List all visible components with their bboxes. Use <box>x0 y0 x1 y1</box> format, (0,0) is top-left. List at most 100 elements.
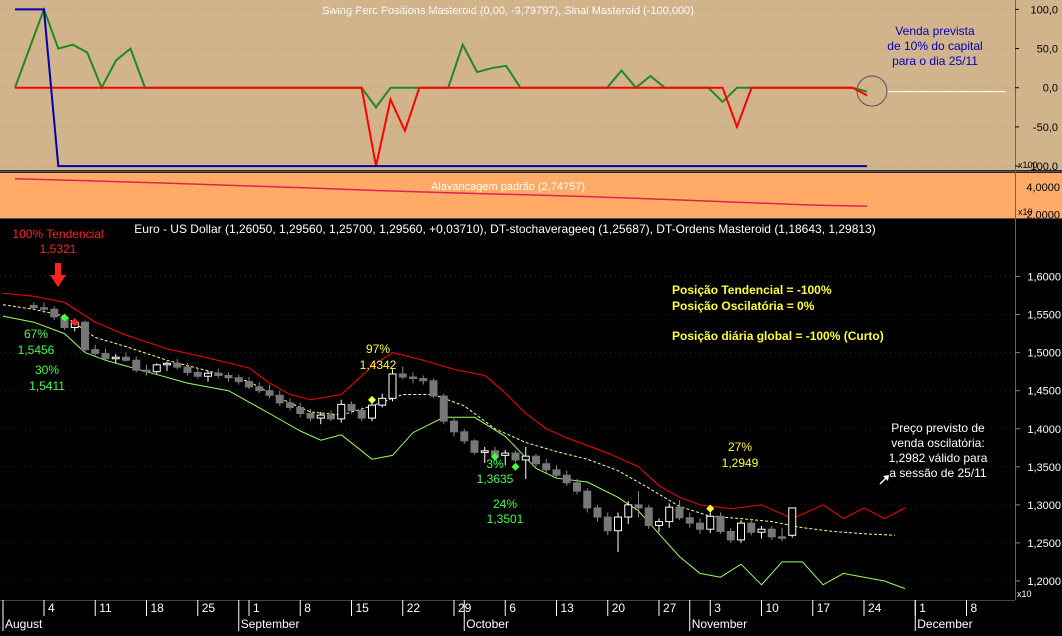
swing-series-line <box>15 8 867 168</box>
swing-panel-background <box>0 0 1015 170</box>
candle <box>214 368 223 379</box>
month-label: October <box>466 617 509 631</box>
leverage-panel-axis-background <box>1015 173 1062 218</box>
candle-body <box>757 528 766 533</box>
candle <box>409 372 417 384</box>
candle <box>470 439 479 455</box>
candle-body <box>29 304 38 309</box>
candle <box>757 526 766 539</box>
leverage-panel-series <box>14 178 868 208</box>
price-tick-label: 1,5500 <box>1027 310 1061 322</box>
annotation-percent: 3% <box>486 457 504 471</box>
swing-panel-y-axis: 100,0 50,0 0,0 -50,0 -100,0 <box>1015 4 1058 173</box>
time-tick-label: 8 <box>304 601 311 615</box>
position-oscilatoria: Posição Oscilatória = 0% <box>672 299 815 313</box>
candle <box>50 306 59 320</box>
candle-body <box>552 469 561 476</box>
candle <box>40 302 48 314</box>
candle-body <box>470 440 479 453</box>
candle-body <box>737 522 745 541</box>
signal-marker <box>60 313 69 322</box>
candle-body <box>316 414 325 419</box>
candle <box>439 393 448 425</box>
time-tick-label: 17 <box>817 601 831 615</box>
candle-body <box>562 474 571 484</box>
candle-body <box>296 406 305 415</box>
time-tick-label: 6 <box>509 601 516 615</box>
candle-body <box>398 373 407 378</box>
candle <box>614 512 622 553</box>
candle <box>767 526 776 540</box>
candle <box>286 398 294 411</box>
leverage-panel-scale-label: x10 <box>1018 207 1033 217</box>
candle-body <box>624 504 633 518</box>
candle-body <box>245 381 253 388</box>
candle-body <box>716 515 725 533</box>
candle-body <box>163 362 171 366</box>
signal-marker <box>368 395 376 404</box>
candle <box>634 491 643 518</box>
candle <box>111 354 120 364</box>
candle-body <box>286 402 294 408</box>
candle <box>603 512 612 536</box>
candle <box>726 527 735 543</box>
candle-body <box>532 455 540 465</box>
month-label: August <box>5 617 43 631</box>
candle <box>193 367 202 379</box>
candle <box>685 512 694 528</box>
tendencial-label: 100% Tendencial <box>12 227 103 241</box>
candle-body <box>368 404 376 419</box>
annotation-percent: 97% <box>366 342 390 356</box>
candle <box>91 345 100 356</box>
signal-marker <box>511 462 520 471</box>
annotation-value: 1,5456 <box>18 343 55 357</box>
candle <box>675 500 684 521</box>
candle-body <box>439 395 448 422</box>
signal-marker <box>491 452 499 461</box>
candle <box>122 352 130 362</box>
candle-body <box>327 414 335 420</box>
candle-body <box>419 378 428 382</box>
candle-body <box>644 507 653 526</box>
candle-body <box>460 431 469 442</box>
annotation-value: 1,3501 <box>487 512 524 526</box>
leverage-line <box>14 178 868 208</box>
candle-body <box>81 321 89 351</box>
candle-body <box>40 307 48 310</box>
candle-body <box>778 536 786 539</box>
annotation-percent: 24% <box>493 497 517 511</box>
annotation-value: 1,4342 <box>360 358 397 372</box>
time-tick-label: 18 <box>151 601 165 615</box>
candle <box>737 520 745 543</box>
candle-body <box>501 452 510 456</box>
candle-body <box>378 397 387 406</box>
candle <box>573 478 581 495</box>
candle-body <box>142 369 151 373</box>
month-label: December <box>917 617 972 631</box>
candle-body <box>726 531 735 541</box>
candle-body <box>111 356 120 360</box>
candle <box>296 402 305 418</box>
candle-body <box>665 506 674 523</box>
time-tick-label: 27 <box>663 601 677 615</box>
candle-body <box>542 463 551 471</box>
candle <box>501 450 510 466</box>
swing-annotation-line: de 10% do capital <box>887 39 982 53</box>
swing-panel-axis-background <box>1015 0 1062 170</box>
price-panel-title: Euro - US Dollar (1,26050, 1,29560, 1,25… <box>134 222 875 236</box>
candle-body <box>173 362 182 368</box>
candle <box>562 470 571 486</box>
candle-body <box>101 352 110 360</box>
candle <box>480 447 489 464</box>
price-tick-label: 1,2000 <box>1027 576 1061 588</box>
candle <box>644 504 653 530</box>
candle-body <box>675 506 684 519</box>
time-tick-label: 8 <box>971 601 978 615</box>
candle <box>327 410 335 422</box>
swing-series-line <box>15 86 868 167</box>
time-axis-background <box>0 600 1015 631</box>
price-panel-background <box>0 218 1062 631</box>
candle-body <box>573 482 581 492</box>
candle <box>142 364 151 376</box>
